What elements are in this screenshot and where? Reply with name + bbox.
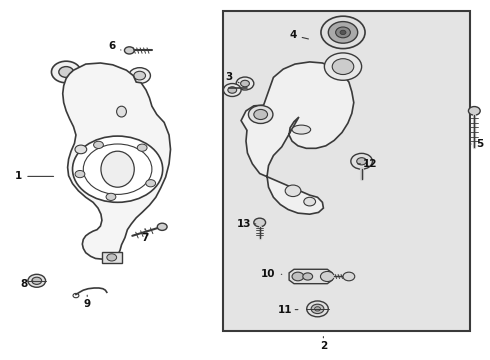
Circle shape <box>304 197 316 206</box>
Circle shape <box>311 304 324 314</box>
Circle shape <box>248 105 273 123</box>
Text: 13: 13 <box>237 219 256 229</box>
Circle shape <box>73 136 163 202</box>
Circle shape <box>51 61 81 83</box>
Ellipse shape <box>292 125 311 134</box>
Circle shape <box>285 185 301 197</box>
Polygon shape <box>241 62 354 214</box>
Circle shape <box>315 307 320 311</box>
Circle shape <box>75 171 85 178</box>
Circle shape <box>157 223 167 230</box>
Circle shape <box>303 273 313 280</box>
Circle shape <box>292 272 304 281</box>
Polygon shape <box>289 269 332 284</box>
Circle shape <box>59 67 74 77</box>
Text: 10: 10 <box>261 269 282 279</box>
Text: 8: 8 <box>20 279 33 289</box>
Circle shape <box>75 145 87 154</box>
Circle shape <box>32 277 42 284</box>
Circle shape <box>340 30 346 35</box>
Circle shape <box>124 47 134 54</box>
Text: 7: 7 <box>141 229 149 243</box>
Circle shape <box>28 274 46 287</box>
Polygon shape <box>63 63 171 259</box>
Text: 5: 5 <box>470 139 484 149</box>
Circle shape <box>241 80 249 87</box>
Text: 3: 3 <box>226 72 239 83</box>
Bar <box>223 11 470 331</box>
Text: 1: 1 <box>15 171 53 181</box>
Circle shape <box>106 193 116 201</box>
Circle shape <box>94 141 103 148</box>
Circle shape <box>236 77 254 90</box>
Text: 4: 4 <box>289 30 308 40</box>
Circle shape <box>146 180 156 187</box>
Text: 11: 11 <box>278 305 298 315</box>
Circle shape <box>324 53 362 80</box>
Circle shape <box>254 109 268 120</box>
Circle shape <box>107 254 117 261</box>
Circle shape <box>134 71 146 80</box>
Polygon shape <box>102 252 122 263</box>
Circle shape <box>328 22 358 43</box>
Circle shape <box>228 87 237 93</box>
Text: 9: 9 <box>84 295 91 309</box>
Text: 12: 12 <box>358 159 378 169</box>
Circle shape <box>254 218 266 227</box>
Circle shape <box>351 153 372 169</box>
Circle shape <box>357 158 367 165</box>
Ellipse shape <box>117 106 126 117</box>
Circle shape <box>307 301 328 317</box>
Text: 6: 6 <box>108 41 121 51</box>
Circle shape <box>137 144 147 151</box>
Ellipse shape <box>101 151 134 187</box>
Circle shape <box>468 107 480 115</box>
Text: 2: 2 <box>320 337 327 351</box>
Circle shape <box>223 84 241 96</box>
Circle shape <box>129 68 150 84</box>
Circle shape <box>321 16 365 49</box>
Circle shape <box>343 272 355 281</box>
Circle shape <box>336 27 350 38</box>
Circle shape <box>320 271 334 282</box>
Circle shape <box>332 59 354 75</box>
